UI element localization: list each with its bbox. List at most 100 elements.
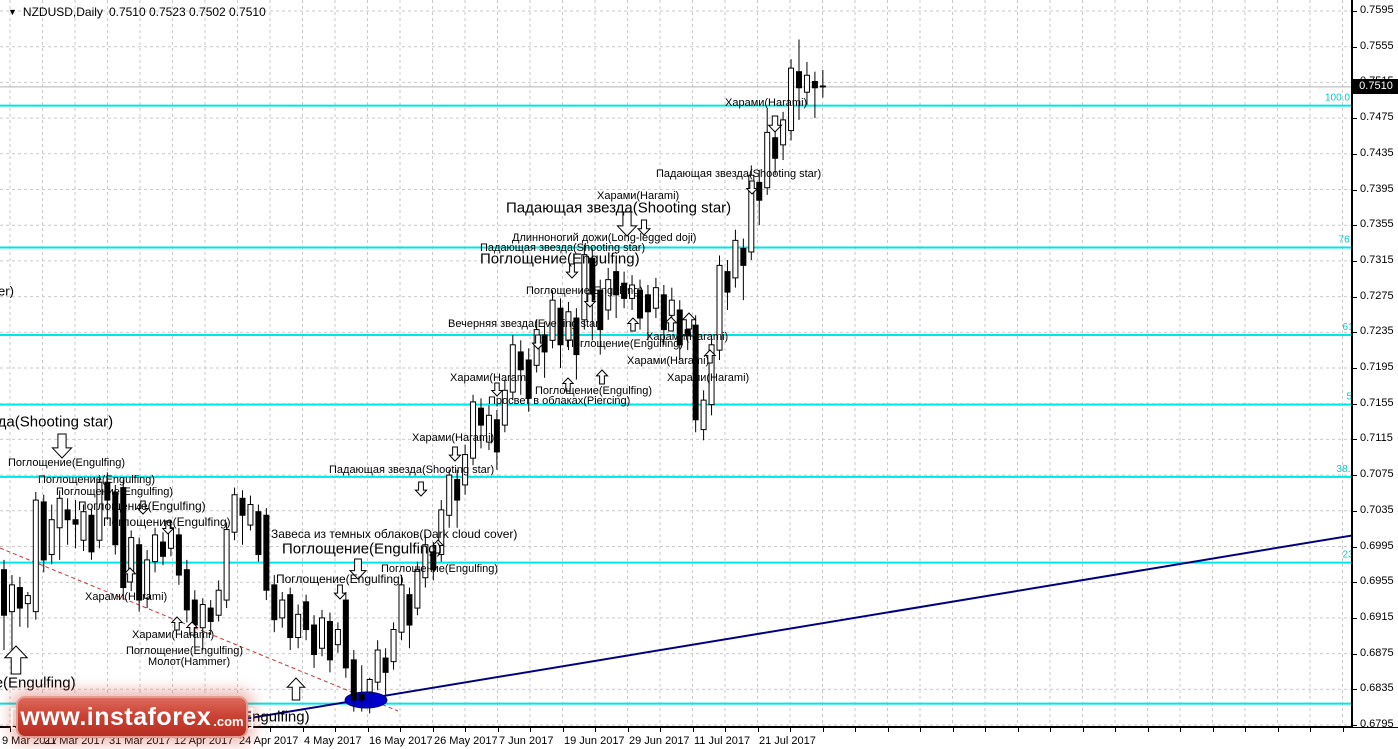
candle-bearish <box>72 519 79 525</box>
candle-bearish <box>112 491 119 546</box>
candle-bearish <box>621 282 628 299</box>
candle-bearish <box>478 407 484 426</box>
time-axis-tick <box>822 728 824 732</box>
pattern-label: Поглощение(Engulfing) <box>526 285 643 297</box>
candle-bullish <box>581 254 588 321</box>
time-axis-tick <box>335 728 336 732</box>
pattern-label: Харами(Harami) <box>627 355 709 367</box>
candlestick-chart-canvas[interactable]: 100.076.461.850.038.223.60.0Харами(Haram… <box>0 0 1352 727</box>
arrow-up-icon <box>431 539 445 554</box>
price-axis-label: 0.6915 <box>1360 610 1394 623</box>
arrow-down-icon <box>583 293 597 308</box>
price-axis-label: 0.7475 <box>1360 111 1394 124</box>
candle-bullish <box>446 474 453 516</box>
time-axis-label: 31 Mar 2017 <box>109 735 171 747</box>
candle-bullish <box>231 494 238 533</box>
time-axis-tick <box>855 728 856 732</box>
time-axis-tick <box>562 728 564 732</box>
candle-bullish <box>485 414 492 443</box>
arrow-down-icon <box>333 584 347 600</box>
candle-bullish <box>295 613 302 639</box>
candle-bullish <box>549 299 556 341</box>
fib-level-label: 38.2 <box>1337 464 1352 475</box>
candle-bearish <box>16 587 23 609</box>
candle-bearish <box>740 247 747 266</box>
price-axis-label: 0.6955 <box>1360 575 1394 588</box>
time-axis-label: 26 May 2017 <box>434 735 498 747</box>
candle-bullish <box>247 504 254 526</box>
time-axis-tick <box>1180 728 1181 732</box>
price-axis-label: 0.7155 <box>1360 396 1394 409</box>
time-axis-tick <box>10 728 11 732</box>
candle-bearish <box>676 309 683 346</box>
candle-bearish <box>756 181 763 201</box>
candle-bullish <box>422 544 429 579</box>
candle-bearish <box>40 501 47 561</box>
price-axis-tick <box>1353 546 1357 548</box>
time-axis-tick <box>400 728 401 732</box>
candle-bearish <box>136 544 143 601</box>
candle-bearish <box>160 541 166 557</box>
pattern-label: Харами(Harami) <box>646 331 728 343</box>
price-axis-tick <box>1353 11 1357 12</box>
candle-bullish <box>32 499 39 613</box>
arrow-up-icon <box>664 316 678 332</box>
price-axis-tick <box>1353 225 1357 227</box>
candle-bearish <box>271 584 278 621</box>
falling-resistance-trendline[interactable] <box>0 547 399 712</box>
candle-bearish <box>573 317 580 356</box>
arrow-down-icon <box>490 382 504 397</box>
time-axis-label: 16 May 2017 <box>369 735 433 747</box>
price-axis-label: 0.7035 <box>1360 503 1394 516</box>
candle-bullish <box>374 649 381 683</box>
price-axis[interactable]: 0.75950.75550.75150.74750.74350.73950.73… <box>1352 0 1398 730</box>
candle-bullish <box>708 344 715 406</box>
time-axis[interactable]: 9 Mar 2017 21 Mar 2017 31 Mar 2017 12 Apr 2… <box>0 727 1398 749</box>
time-axis-tick <box>1310 728 1311 732</box>
candle-bearish <box>517 351 524 371</box>
time-axis-tick <box>595 728 596 732</box>
time-axis-tick <box>627 728 629 732</box>
pattern-label: Поглощение(Engulfing) <box>103 515 231 529</box>
candle-bullish <box>501 389 508 426</box>
candle-bullish <box>700 399 707 431</box>
time-axis-label: 29 Jun 2017 <box>629 735 690 747</box>
pattern-label: Просвет в облаках(Piercing) <box>488 395 630 407</box>
fib-level-label: 23.6 <box>1343 550 1352 561</box>
arrow-down-icon <box>161 520 175 535</box>
candle-bearish <box>326 620 333 661</box>
arrow-up-icon <box>185 621 199 636</box>
pattern-label: Харами(Harami) <box>412 432 494 444</box>
arrow-up-icon <box>170 616 184 631</box>
price-axis-tick <box>1353 403 1357 405</box>
pattern-label: Завеса из темных облаков(Dark cloud cove… <box>271 527 517 541</box>
fib-level-label: 76.4 <box>1339 235 1352 246</box>
instaforex-logo-tld: .com <box>213 714 244 729</box>
time-axis-tick <box>1342 728 1344 732</box>
arrow-up-icon <box>681 312 697 330</box>
price-axis-tick <box>1353 332 1357 334</box>
price-axis-label: 0.6835 <box>1360 682 1394 695</box>
rising-support-trendline[interactable] <box>160 528 1352 727</box>
arrow-up-icon <box>123 567 137 583</box>
time-axis-tick <box>887 728 889 732</box>
arrow-down-icon <box>51 433 73 459</box>
arrow-down-icon <box>136 500 150 515</box>
pattern-label: Поглощение(Engulfing) <box>78 499 206 513</box>
candle-bullish <box>414 569 421 609</box>
pattern-label: Поглощение(Engulfing) <box>56 486 173 498</box>
symbol-dropdown-icon[interactable]: ▼ <box>8 7 17 17</box>
candle-bearish <box>287 594 294 639</box>
time-axis-tick <box>757 728 759 732</box>
candle-bearish <box>350 659 357 701</box>
candle-bearish <box>406 594 413 626</box>
arrow-down-icon <box>636 219 652 236</box>
price-axis-label: 0.7395 <box>1360 182 1394 195</box>
candle-bearish <box>811 81 818 89</box>
time-axis-tick <box>952 728 954 732</box>
plot-area[interactable]: 100.076.461.850.038.223.60.0Харами(Haram… <box>0 0 1352 727</box>
time-axis-tick <box>985 728 986 732</box>
candle-bullish <box>167 527 174 549</box>
pattern-label: Харами(Harami) <box>132 629 214 641</box>
